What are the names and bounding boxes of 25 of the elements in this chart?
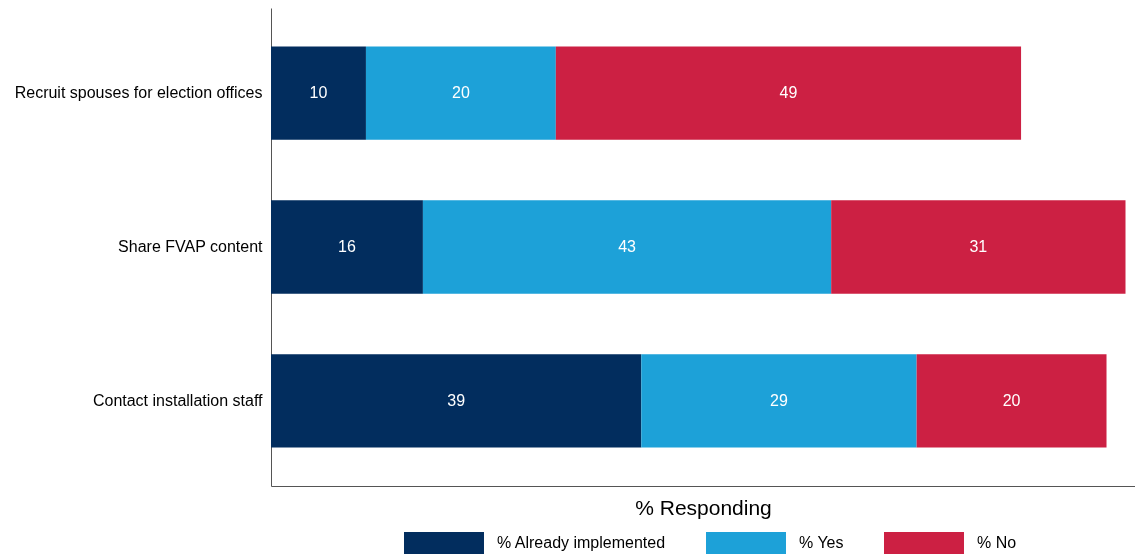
bar [916, 354, 1107, 448]
data-label: 29 [770, 391, 788, 409]
data-label: 43 [618, 238, 637, 255]
legend-label: % Yes [799, 534, 844, 551]
data-label: 31 [969, 238, 988, 255]
bar [555, 46, 1022, 140]
y-tick-label: Contact installation staff [92, 391, 264, 409]
data-label: 16 [338, 238, 356, 255]
data-label: 49 [779, 84, 798, 102]
y-tick-label: Recruit spouses for election offices [14, 84, 263, 102]
bar [641, 354, 917, 448]
data-label: 20 [451, 84, 470, 102]
bar [831, 200, 1126, 294]
bar [365, 46, 556, 140]
bar [271, 354, 642, 448]
y-tick-label: Share FVAP content [118, 238, 264, 255]
data-label: 39 [447, 391, 466, 409]
bar [271, 46, 366, 140]
legend-label: % Already implemented [497, 534, 666, 551]
bar [271, 200, 423, 294]
data-label: 10 [309, 84, 328, 102]
bar [422, 200, 832, 294]
x-axis-title: % Responding [635, 495, 772, 519]
legend-label: % No [977, 534, 1017, 551]
data-label: 20 [1002, 391, 1021, 409]
